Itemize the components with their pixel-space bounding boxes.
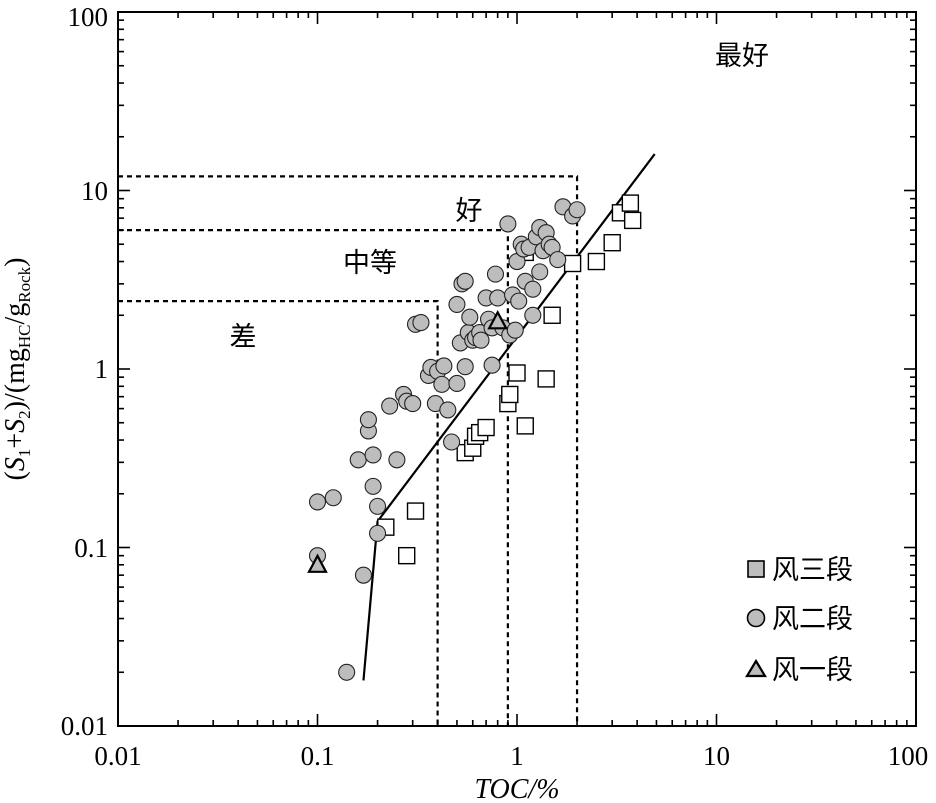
zone-label-good: 好 xyxy=(456,196,483,227)
point-circle-3 xyxy=(338,663,356,681)
point-circle-1 xyxy=(324,489,342,507)
point-square-12 xyxy=(537,370,555,388)
point-circle-45 xyxy=(499,215,517,233)
point-triangle-0 xyxy=(307,553,328,573)
axis-ticks xyxy=(117,12,916,727)
point-square-20 xyxy=(623,211,642,230)
point-circle-12 xyxy=(381,397,399,415)
point-circle-48 xyxy=(506,321,524,339)
point-square-11 xyxy=(516,417,534,435)
y-axis-title: (S1+S2)/(mgHC/gRock) xyxy=(0,258,34,481)
point-circle-31 xyxy=(456,272,474,290)
point-circle-55 xyxy=(524,280,542,298)
y-tick-label-2: 1 xyxy=(95,354,109,384)
legend-marker-feng1 xyxy=(745,658,767,678)
legend-label-feng2: 风二段 xyxy=(772,604,853,635)
point-circle-64 xyxy=(549,251,567,269)
legend-label-feng1: 风一段 xyxy=(772,655,853,686)
legend: 风三段 风二段 风一段 xyxy=(745,555,853,686)
point-square-10 xyxy=(508,364,526,382)
point-circle-8 xyxy=(364,477,382,495)
point-square-9 xyxy=(501,385,519,404)
point-circle-67 xyxy=(568,201,586,219)
y-tick-label-4: 100 xyxy=(68,2,109,32)
x-tick-label-4: 100 xyxy=(888,741,929,771)
point-square-17 xyxy=(603,233,621,252)
point-square-19 xyxy=(621,194,640,212)
point-square-15 xyxy=(563,254,582,273)
point-circle-42 xyxy=(486,265,505,283)
point-circle-0 xyxy=(308,493,327,511)
point-circle-5 xyxy=(354,566,373,584)
data-points xyxy=(307,194,642,681)
zone-boundary-0 xyxy=(118,300,439,726)
point-circle-18 xyxy=(412,314,430,332)
x-tick-label-0: 0.01 xyxy=(94,741,141,771)
point-circle-24 xyxy=(435,357,453,375)
x-tick-label-1: 0.1 xyxy=(301,741,335,771)
zone-label-best: 最好 xyxy=(715,41,769,72)
x-tick-label-2: 1 xyxy=(510,741,524,771)
point-circle-32 xyxy=(456,358,474,376)
point-circle-28 xyxy=(448,295,466,313)
y-tick-label-3: 10 xyxy=(81,176,108,206)
point-circle-4 xyxy=(349,451,367,469)
zone-boundary-2 xyxy=(118,175,579,726)
point-circle-16 xyxy=(404,395,422,413)
point-circle-26 xyxy=(443,433,461,451)
point-circle-43 xyxy=(489,289,507,307)
x-tick-label-3: 10 xyxy=(703,741,730,771)
legend-label-feng3: 风三段 xyxy=(772,555,853,586)
point-circle-11 xyxy=(369,524,387,542)
point-circle-68 xyxy=(483,356,501,374)
y-tick-label-0: 0.01 xyxy=(61,711,108,741)
point-square-13 xyxy=(543,306,561,324)
point-circle-59 xyxy=(531,263,549,281)
point-circle-7 xyxy=(359,411,377,429)
legend-marker-feng3 xyxy=(747,560,765,578)
point-square-7 xyxy=(477,418,495,437)
zone-label-medium: 中等 xyxy=(343,248,397,279)
point-circle-10 xyxy=(369,497,387,515)
x-axis-title: TOC/% xyxy=(474,774,559,803)
point-circle-25 xyxy=(439,401,457,419)
point-circle-27 xyxy=(448,374,466,392)
zone-label-poor: 差 xyxy=(230,322,257,353)
point-circle-13 xyxy=(388,451,406,469)
legend-marker-feng2 xyxy=(746,608,766,628)
point-triangle-1 xyxy=(487,309,508,330)
point-circle-50 xyxy=(510,292,528,310)
y-tick-label-1: 0.1 xyxy=(74,533,108,563)
point-circle-34 xyxy=(461,308,479,326)
point-square-2 xyxy=(406,502,425,520)
point-circle-23 xyxy=(433,375,451,393)
point-circle-56 xyxy=(524,306,542,324)
point-circle-9 xyxy=(364,446,382,464)
point-square-16 xyxy=(587,252,606,271)
point-square-1 xyxy=(398,546,416,565)
point-circle-38 xyxy=(472,331,490,349)
